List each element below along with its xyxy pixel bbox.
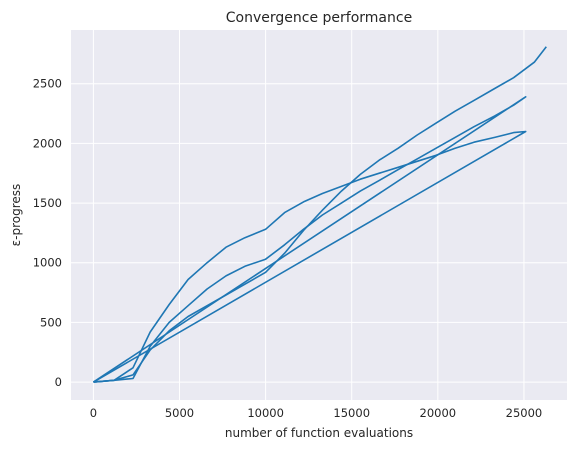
y-tick-label: 2500: [33, 77, 62, 91]
x-tick-labels: 0 5000 10000 15000 20000 25000: [90, 406, 543, 420]
y-tick-label: 0: [55, 375, 62, 389]
series-line-1: [92, 130, 527, 383]
series-line-2: [92, 96, 527, 383]
y-tick-label: 1000: [33, 256, 62, 270]
x-tick-label: 0: [90, 406, 97, 420]
x-tick-label: 5000: [165, 406, 194, 420]
x-axis-label: number of function evaluations: [225, 426, 413, 440]
y-tick-label: 500: [40, 315, 62, 329]
grid-lines: [71, 30, 567, 400]
series-line-3: [93, 46, 547, 383]
x-tick-label: 25000: [506, 406, 543, 420]
x-tick-label: 15000: [333, 406, 370, 420]
y-tick-label: 2000: [33, 136, 62, 150]
y-axis-label: ε-progress: [9, 184, 23, 247]
x-tick-label: 10000: [247, 406, 284, 420]
y-tick-labels: 0 500 1000 1500 2000 2500: [33, 77, 62, 389]
x-tick-label: 20000: [420, 406, 457, 420]
y-tick-label: 1500: [33, 196, 62, 210]
chart-title: Convergence performance: [226, 10, 412, 26]
series-lines: [92, 46, 547, 383]
